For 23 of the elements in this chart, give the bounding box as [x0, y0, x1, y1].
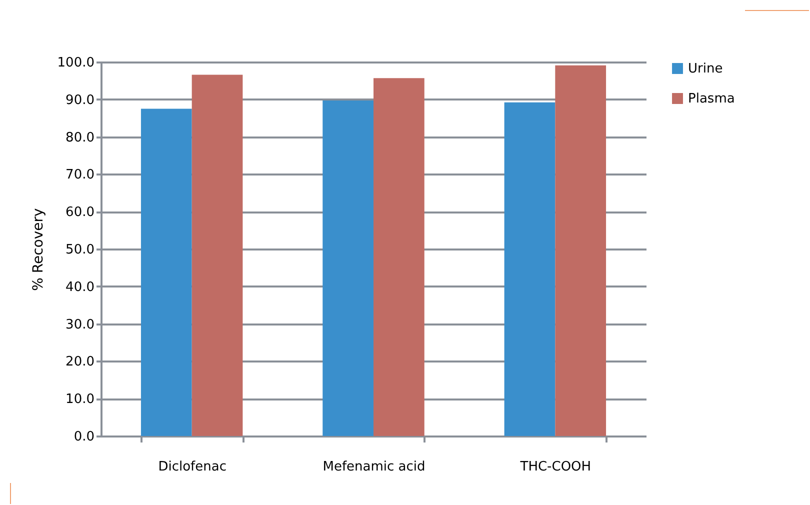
y-tick-label: 40.0 [66, 280, 94, 295]
y-tick-label: 70.0 [66, 168, 94, 183]
y-tick-label: 50.0 [66, 242, 94, 258]
bar [504, 102, 556, 436]
y-axis-title: % Recovery [30, 208, 46, 291]
y-tick-label: 90.0 [66, 92, 94, 108]
x-tick-label: THC-COOH [519, 460, 592, 474]
x-tick-label: Mefenamic acid [322, 460, 426, 474]
x-tick-label: Diclofenac [158, 460, 226, 474]
bar [140, 108, 192, 436]
bar [555, 65, 606, 436]
y-tick-label: 100.0 [57, 56, 94, 70]
y-tick-label: 30.0 [66, 317, 94, 332]
legend-label: Urine [688, 62, 723, 76]
y-tick-label: 60.0 [66, 205, 94, 220]
bar [322, 100, 374, 436]
bar [374, 78, 424, 436]
legend-label: Plasma [688, 92, 735, 106]
y-tick-label: 0.0 [74, 430, 94, 444]
y-tick-label: 80.0 [66, 130, 94, 146]
y-tick-label: 20.0 [66, 354, 94, 370]
bar [192, 74, 243, 436]
y-tick-label: 10.0 [66, 392, 94, 408]
